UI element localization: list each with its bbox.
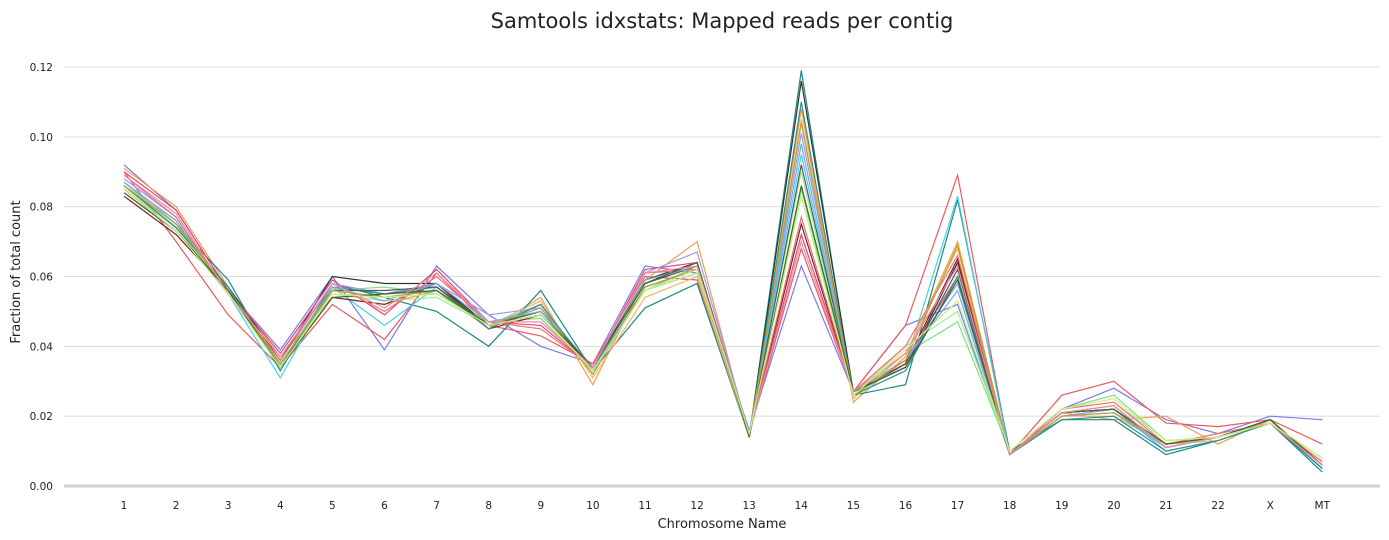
series-line — [123, 119, 1323, 463]
series-line — [123, 143, 1323, 466]
x-tick-label: 17 — [951, 500, 964, 512]
y-tick-label: 0.12 — [30, 62, 53, 74]
x-tick-label: 19 — [1055, 500, 1068, 512]
x-tick-label: 10 — [586, 500, 599, 512]
series-line — [123, 174, 1323, 463]
x-tick-label: X — [1267, 500, 1274, 512]
x-axis-ticks: 1 2 3 4 5 6 7 8 9 10 11 12 13 14 15 16 17 18 19 20 21 22 X MT — [121, 500, 1331, 512]
x-tick-label: 16 — [899, 500, 913, 512]
x-tick-label: 3 — [225, 500, 232, 512]
y-axis-ticks: 0.00 0.02 0.04 0.06 0.08 0.10 0.12 — [30, 62, 54, 493]
y-tick-label: 0.08 — [30, 202, 53, 214]
x-tick-label: 5 — [329, 500, 336, 512]
x-tick-label: 2 — [173, 500, 180, 512]
series-line — [123, 101, 1323, 469]
x-tick-label: 15 — [847, 500, 860, 512]
series-line — [123, 108, 1323, 466]
series-line — [123, 171, 1323, 456]
x-tick-label: 7 — [433, 500, 440, 512]
x-tick-label: 1 — [121, 500, 128, 512]
y-tick-label: 0.02 — [30, 411, 53, 423]
series-line — [123, 133, 1323, 466]
y-tick-label: 0.06 — [30, 272, 54, 284]
x-tick-label: 4 — [277, 500, 284, 512]
series-line — [123, 171, 1323, 459]
x-tick-label: 22 — [1211, 500, 1224, 512]
series-line — [123, 164, 1323, 456]
x-axis-label: Chromosome Name — [658, 517, 787, 532]
x-tick-label: 11 — [638, 500, 651, 512]
x-tick-label: 20 — [1107, 500, 1120, 512]
series-line — [123, 70, 1323, 473]
x-tick-label: 14 — [795, 500, 809, 512]
series-line — [123, 122, 1323, 466]
series-lines — [123, 70, 1323, 473]
x-tick-label: 8 — [485, 500, 492, 512]
y-tick-label: 0.00 — [30, 481, 53, 493]
y-axis-label: Fraction of total count — [9, 200, 24, 343]
x-tick-label: 9 — [537, 500, 544, 512]
series-line — [123, 188, 1323, 459]
grid-lines — [64, 66, 1380, 488]
x-tick-label: 18 — [1003, 500, 1016, 512]
x-tick-label: MT — [1315, 500, 1331, 512]
y-tick-label: 0.10 — [30, 132, 53, 144]
y-tick-label: 0.04 — [30, 341, 54, 353]
series-line — [123, 154, 1323, 466]
x-tick-label: 13 — [743, 500, 756, 512]
series-line — [123, 80, 1323, 466]
x-tick-label: 21 — [1159, 500, 1172, 512]
x-tick-label: 6 — [381, 500, 388, 512]
x-tick-label: 12 — [690, 500, 703, 512]
chart-title: Samtools idxstats: Mapped reads per cont… — [491, 9, 954, 33]
